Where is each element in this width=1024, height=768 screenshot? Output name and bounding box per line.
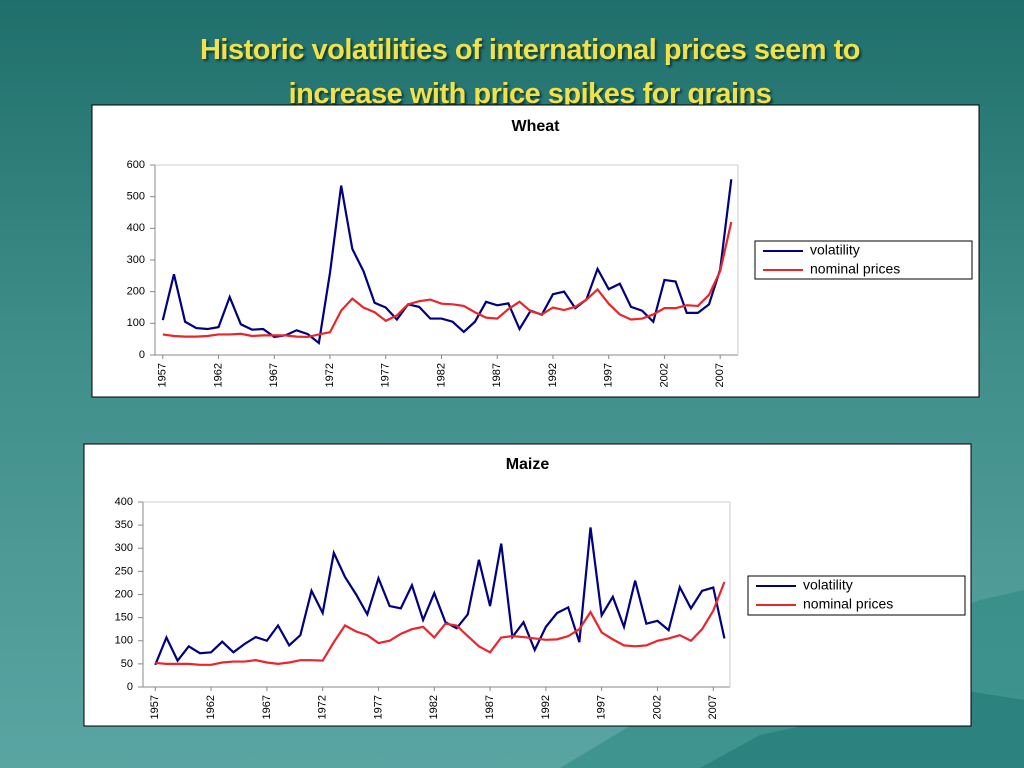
series-line	[162, 221, 733, 339]
series-line	[161, 179, 733, 346]
x-tick-label: 1962	[205, 695, 217, 719]
y-tick-label: 300	[115, 542, 133, 554]
x-tick-label: 1992	[540, 695, 552, 719]
y-tick-label: 100	[127, 317, 145, 329]
x-tick-label: 2007	[714, 363, 726, 387]
series-line	[154, 527, 726, 666]
y-tick-label: 600	[127, 159, 145, 171]
legend-label: nominal prices	[803, 596, 893, 612]
x-tick-label: 1987	[491, 363, 503, 387]
x-tick-label: 1982	[428, 695, 440, 719]
y-tick-label: 200	[127, 286, 145, 298]
y-tick-label: 0	[127, 681, 133, 693]
x-tick-label: 1997	[596, 695, 608, 719]
x-tick-label: 1987	[484, 695, 496, 719]
legend-label: nominal prices	[810, 261, 900, 277]
x-tick-label: 1967	[261, 695, 273, 719]
y-tick-label: 350	[115, 519, 133, 531]
series-line	[155, 581, 726, 666]
chart-title: Maize	[506, 456, 550, 473]
y-tick-label: 400	[127, 222, 145, 234]
x-tick-label: 1982	[435, 363, 447, 387]
x-tick-label: 1977	[380, 363, 392, 387]
x-tick-label: 1992	[547, 363, 559, 387]
x-tick-label: 2007	[707, 695, 719, 719]
y-tick-label: 100	[115, 635, 133, 647]
x-tick-label: 1962	[212, 363, 224, 387]
x-tick-label: 1957	[149, 695, 161, 719]
x-tick-label: 2002	[651, 695, 663, 719]
y-tick-label: 150	[115, 612, 133, 624]
legend-box	[754, 240, 973, 280]
x-tick-label: 1977	[372, 695, 384, 719]
chart-title: Wheat	[512, 118, 561, 135]
x-tick-label: 1972	[324, 363, 336, 387]
y-tick-label: 0	[139, 349, 145, 361]
y-tick-label: 250	[115, 565, 133, 577]
y-tick-label: 200	[115, 588, 133, 600]
y-tick-label: 50	[121, 658, 133, 670]
legend-label: volatility	[803, 577, 853, 593]
y-tick-label: 400	[115, 496, 133, 508]
x-tick-label: 1997	[603, 363, 615, 387]
y-tick-label: 300	[127, 254, 145, 266]
x-tick-label: 2002	[658, 363, 670, 387]
x-tick-label: 1967	[268, 363, 280, 387]
y-tick-label: 500	[127, 191, 145, 203]
x-tick-label: 1972	[317, 695, 329, 719]
x-tick-label: 1957	[157, 363, 169, 387]
legend-box	[747, 575, 966, 616]
legend-label: volatility	[810, 242, 860, 258]
title-line: Historic volatilities of international p…	[199, 34, 861, 66]
